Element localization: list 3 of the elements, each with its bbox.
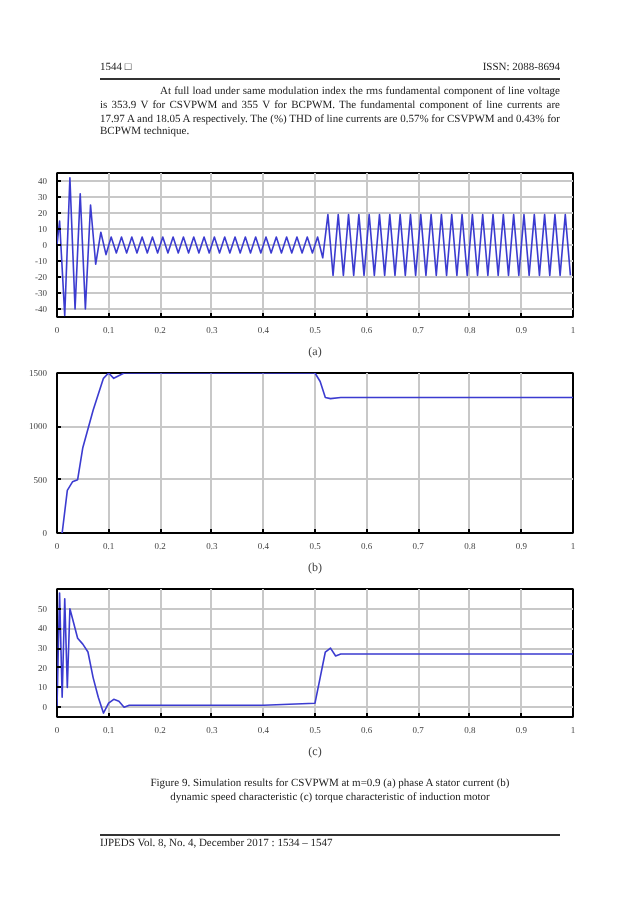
line-series	[57, 592, 573, 714]
line-series	[57, 177, 572, 317]
line-series	[57, 373, 573, 533]
